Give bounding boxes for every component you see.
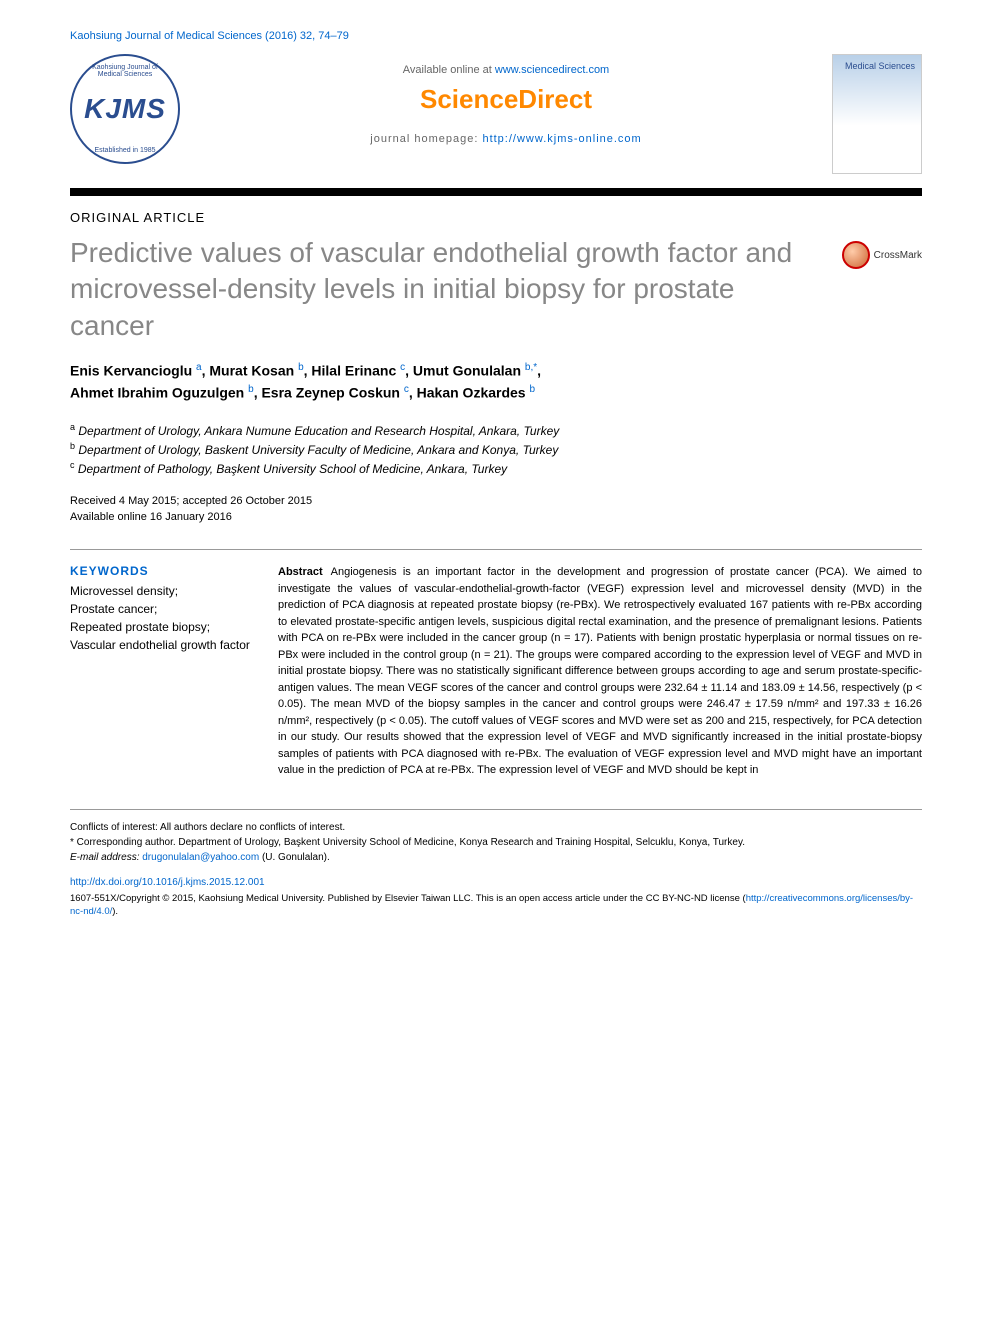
article-dates: Received 4 May 2015; accepted 26 October…: [70, 494, 922, 525]
corresponding-author: * Corresponding author. Department of Ur…: [70, 835, 922, 850]
keywords-column: KEYWORDS Microvessel density; Prostate c…: [70, 564, 250, 779]
keywords-abstract-row: KEYWORDS Microvessel density; Prostate c…: [70, 564, 922, 779]
logo-acronym: KJMS: [84, 93, 166, 125]
journal-reference: Kaohsiung Journal of Medical Sciences (2…: [70, 30, 922, 42]
journal-cover-thumbnail: Medical Sciences: [832, 54, 922, 174]
keywords-heading: KEYWORDS: [70, 564, 250, 578]
homepage-link[interactable]: http://www.kjms-online.com: [482, 133, 641, 145]
abstract-label: Abstract: [278, 566, 323, 578]
logo-top-text: Kaohsiung Journal of Medical Sciences: [83, 64, 168, 78]
sciencedirect-link[interactable]: www.sciencedirect.com: [495, 64, 609, 76]
affiliations: a Department of Urology, Ankara Numune E…: [70, 421, 922, 478]
abstract-column: AbstractAngiogenesis is an important fac…: [278, 564, 922, 779]
copyright-text: 1607-551X/Copyright © 2015, Kaohsiung Me…: [70, 892, 922, 919]
divider-line: [70, 549, 922, 550]
available-online: Available online at www.sciencedirect.co…: [200, 64, 812, 76]
email-link[interactable]: drugonulalan@yahoo.com: [142, 852, 259, 863]
keywords-list: Microvessel density; Prostate cancer; Re…: [70, 582, 250, 654]
conflicts-of-interest: Conflicts of interest: All authors decla…: [70, 820, 922, 835]
sciencedirect-brand: ScienceDirect: [200, 84, 812, 115]
header: Kaohsiung Journal of Medical Sciences KJ…: [70, 54, 922, 174]
journal-logo: Kaohsiung Journal of Medical Sciences KJ…: [70, 54, 180, 164]
crossmark-badge[interactable]: CrossMark: [842, 241, 922, 269]
logo-bottom-text: Established in 1985: [94, 147, 155, 154]
journal-homepage: journal homepage: http://www.kjms-online…: [200, 133, 812, 145]
header-center: Available online at www.sciencedirect.co…: [180, 54, 832, 145]
doi-link[interactable]: http://dx.doi.org/10.1016/j.kjms.2015.12…: [70, 875, 922, 890]
footer: Conflicts of interest: All authors decla…: [70, 809, 922, 919]
abstract-text: Angiogenesis is an important factor in t…: [278, 566, 922, 776]
article-title: Predictive values of vascular endothelia…: [70, 235, 822, 344]
crossmark-label: CrossMark: [874, 250, 922, 261]
article-type: ORIGINAL ARTICLE: [70, 210, 922, 225]
email-line: E-mail address: drugonulalan@yahoo.com (…: [70, 850, 922, 865]
title-row: Predictive values of vascular endothelia…: [70, 235, 922, 360]
crossmark-icon: [842, 241, 870, 269]
authors-list: Enis Kervancioglu a, Murat Kosan b, Hila…: [70, 360, 922, 403]
divider-bar: [70, 188, 922, 196]
